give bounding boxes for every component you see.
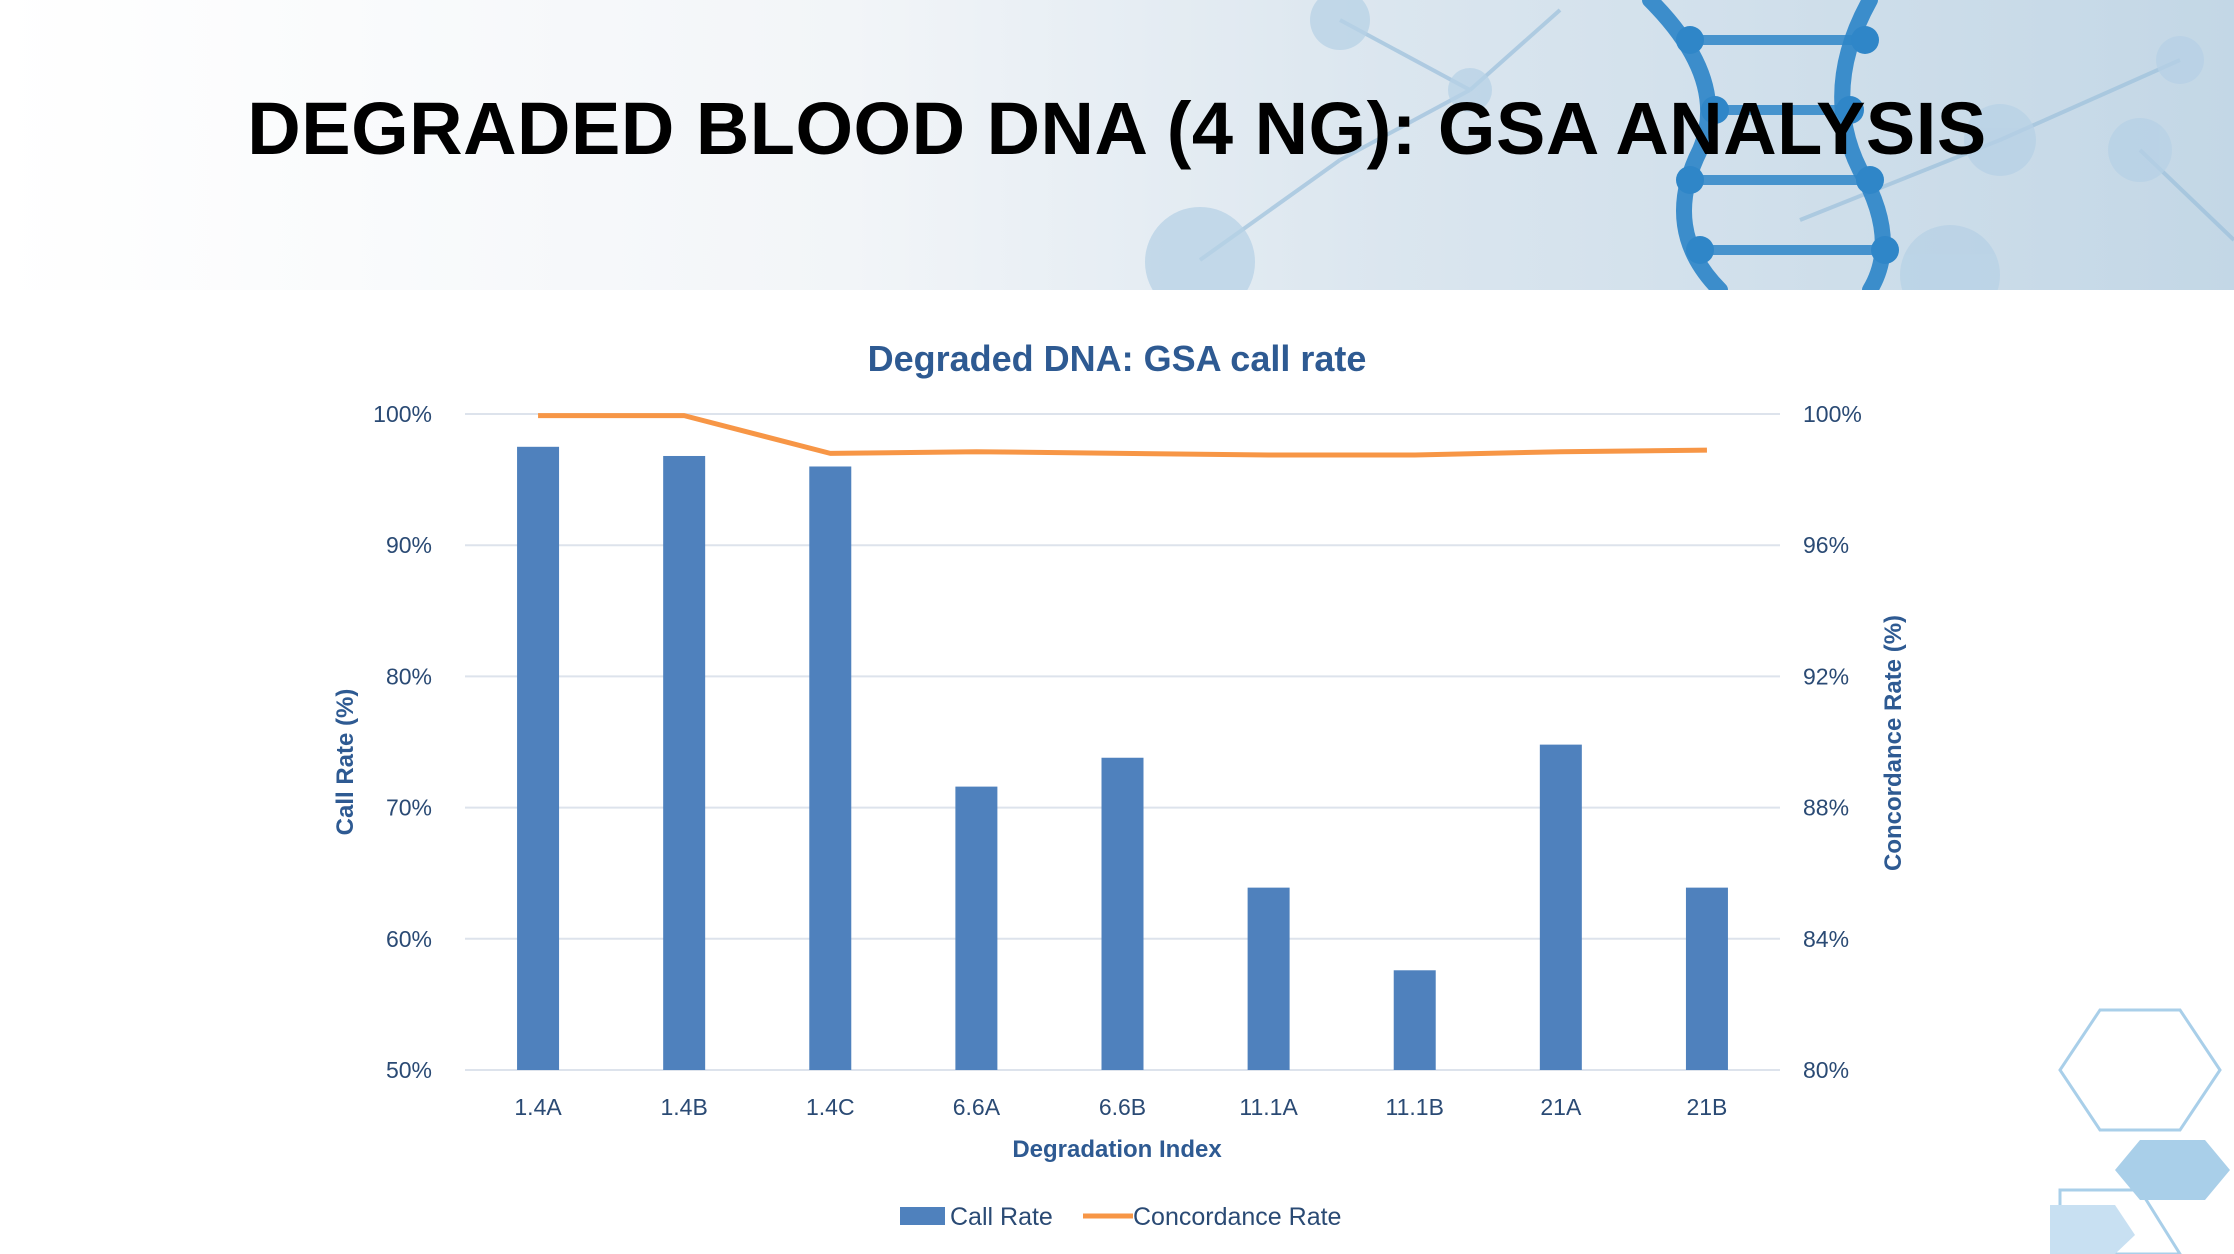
legend: Call Rate Concordance Rate bbox=[900, 1203, 1341, 1231]
call-rate-bar bbox=[809, 466, 852, 1070]
y2-tick-label: 88% bbox=[1803, 795, 1849, 821]
call-rate-bar bbox=[1685, 887, 1728, 1070]
y-tick-label: 100% bbox=[373, 401, 432, 427]
y-axis-title: Call Rate (%) bbox=[332, 689, 359, 836]
x-tick-label: 6.6B bbox=[1099, 1094, 1146, 1120]
x-tick-label: 1.4B bbox=[661, 1094, 708, 1120]
y2-tick-label: 100% bbox=[1803, 401, 1862, 427]
y2-axis-title: Concordance Rate (%) bbox=[1880, 615, 1907, 871]
call-rate-bar bbox=[1539, 744, 1582, 1070]
call-rate-bars bbox=[517, 446, 1728, 1070]
y-tick-label: 70% bbox=[386, 795, 432, 821]
y2-tick-label: 92% bbox=[1803, 663, 1849, 689]
x-tick-label: 6.6A bbox=[953, 1094, 1001, 1120]
call-rate-bar bbox=[663, 455, 706, 1070]
legend-call-rate-label: Call Rate bbox=[950, 1203, 1053, 1231]
chart-title: Degraded DNA: GSA call rate bbox=[868, 338, 1367, 379]
legend-call-rate-swatch bbox=[900, 1207, 945, 1225]
x-tick-label: 11.1A bbox=[1239, 1094, 1298, 1120]
x-tick-label: 1.4A bbox=[514, 1094, 562, 1120]
x-tick-label: 21B bbox=[1686, 1094, 1727, 1120]
header-banner: DEGRADED BLOOD DNA (4 NG): GSA ANALYSIS bbox=[0, 0, 2234, 290]
y-tick-label: 50% bbox=[386, 1057, 432, 1083]
x-tick-label: 21A bbox=[1540, 1094, 1582, 1120]
call-rate-bar bbox=[1101, 757, 1144, 1070]
left-axis-ticks: 50% 60% 70% 80% 90% 100% bbox=[373, 401, 432, 1083]
y2-tick-label: 96% bbox=[1803, 532, 1849, 558]
call-rate-bar bbox=[517, 446, 560, 1070]
concordance-rate-line bbox=[538, 413, 1707, 458]
molecule-graphic bbox=[1145, 0, 2234, 290]
chart-area: Degraded DNA: GSA call rate 50% 60% 70% 80%… bbox=[332, 338, 1907, 1231]
call-rate-bar bbox=[1393, 970, 1436, 1070]
call-rate-bar bbox=[955, 786, 998, 1070]
hexagon-decoration bbox=[2050, 1008, 2230, 1254]
y-tick-label: 80% bbox=[386, 663, 432, 689]
call-rate-bar bbox=[1247, 887, 1290, 1070]
x-tick-label: 1.4C bbox=[806, 1094, 855, 1120]
y2-tick-label: 84% bbox=[1803, 926, 1849, 952]
slide-title: DEGRADED BLOOD DNA (4 NG): GSA ANALYSIS bbox=[247, 87, 1987, 170]
x-axis-ticks: 1.4A 1.4B 1.4C 6.6A 6.6B 11.1A 11.1B 21A 21B bbox=[514, 1094, 1727, 1120]
legend-concordance-rate-label: Concordance Rate bbox=[1133, 1203, 1341, 1231]
y-tick-label: 90% bbox=[386, 532, 432, 558]
y2-tick-label: 80% bbox=[1803, 1057, 1849, 1083]
right-axis-ticks: 80% 84% 88% 92% 96% 100% bbox=[1803, 401, 1862, 1083]
x-axis-title: Degradation Index bbox=[1012, 1136, 1222, 1163]
x-tick-label: 11.1B bbox=[1386, 1094, 1444, 1120]
y-tick-label: 60% bbox=[386, 926, 432, 952]
